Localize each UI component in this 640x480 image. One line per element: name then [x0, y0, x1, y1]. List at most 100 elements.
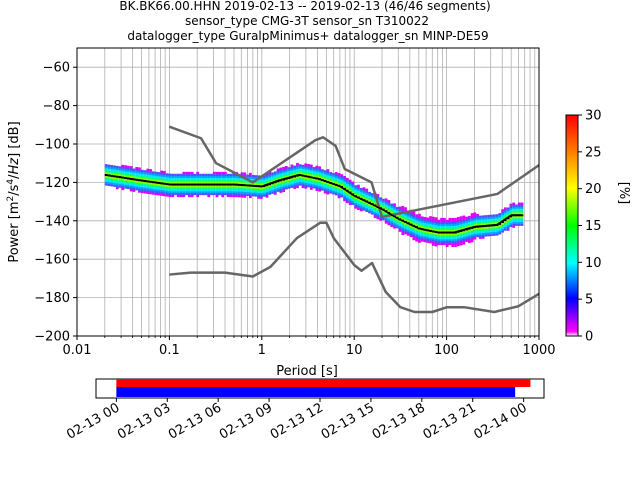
heatmap-cell — [105, 170, 108, 172]
heatmap-cell — [188, 178, 191, 180]
heatmap-cell — [346, 201, 349, 203]
heatmap-cell — [521, 222, 524, 224]
heatmap-cell — [257, 181, 260, 183]
heatmap-cell — [171, 185, 174, 187]
heatmap-cell — [199, 189, 202, 191]
heatmap-cell — [263, 179, 266, 181]
heatmap-cell — [205, 176, 208, 178]
heatmap-cell — [462, 237, 465, 239]
heatmap-cell — [157, 189, 160, 191]
heatmap-cell — [496, 226, 499, 228]
heatmap-cell — [346, 197, 349, 199]
heatmap-cell — [410, 214, 413, 216]
heatmap-cell — [185, 181, 188, 183]
heatmap-cell — [385, 218, 388, 220]
heatmap-cell — [160, 176, 163, 178]
heatmap-cell — [241, 190, 244, 192]
heatmap-cell — [291, 170, 294, 172]
heatmap-cell — [390, 221, 393, 223]
heatmap-cell — [296, 167, 299, 169]
heatmap-cell — [360, 203, 363, 205]
heatmap-cell — [504, 225, 507, 227]
heatmap-cell — [471, 230, 474, 232]
heatmap-cell — [152, 175, 155, 177]
heatmap-cell — [243, 194, 246, 196]
heatmap-cell — [302, 182, 305, 184]
heatmap-cell — [407, 214, 410, 216]
heatmap-cell — [210, 181, 213, 183]
heatmap-cell — [130, 170, 133, 172]
heatmap-cell — [124, 183, 127, 185]
heatmap-cell — [285, 174, 288, 176]
heatmap-cell — [146, 192, 149, 194]
heatmap-cell — [144, 176, 147, 178]
heatmap-cell — [130, 176, 133, 178]
heatmap-cell — [388, 202, 391, 204]
heatmap-cell — [437, 235, 440, 237]
x-tick-label: 0.1 — [159, 343, 180, 358]
heatmap-cell — [135, 167, 138, 169]
heatmap-cell — [324, 186, 327, 188]
heatmap-cell — [299, 181, 302, 183]
heatmap-cell — [185, 185, 188, 187]
heatmap-cell — [207, 189, 210, 191]
heatmap-cell — [407, 232, 410, 234]
heatmap-cell — [108, 167, 111, 169]
heatmap-cell — [216, 181, 219, 183]
heatmap-cell — [324, 184, 327, 186]
heatmap-cell — [221, 191, 224, 193]
heatmap-cell — [401, 231, 404, 233]
heatmap-cell — [155, 191, 158, 193]
y-axis-label: Power [m2/s4/Hz] [dB] — [6, 121, 22, 262]
heatmap-cell — [152, 189, 155, 191]
heatmap-cell — [213, 193, 216, 195]
heatmap-cell — [471, 238, 474, 240]
heatmap-cell — [490, 215, 493, 217]
heatmap-cell — [332, 181, 335, 183]
heatmap-cell — [482, 235, 485, 237]
heatmap-cell — [479, 219, 482, 221]
heatmap-cell — [288, 173, 291, 175]
heatmap-cell — [296, 180, 299, 182]
heatmap-cell — [296, 171, 299, 173]
heatmap-cell — [393, 207, 396, 209]
heatmap-cell — [424, 227, 427, 229]
heatmap-cell — [343, 193, 346, 195]
heatmap-cell — [263, 177, 266, 179]
heatmap-cell — [246, 182, 249, 184]
heatmap-cell — [224, 180, 227, 182]
heatmap-cell — [166, 192, 169, 194]
heatmap-cell — [216, 189, 219, 191]
heatmap-cell — [213, 176, 216, 178]
heatmap-cell — [307, 168, 310, 170]
heatmap-cell — [252, 192, 255, 194]
heatmap-cell — [507, 219, 510, 221]
heatmap-cell — [363, 191, 366, 193]
colorbar-ticks: 051015202530 — [578, 109, 602, 345]
heatmap-cell — [335, 182, 338, 184]
heatmap-cell — [485, 227, 488, 229]
heatmap-cell — [202, 193, 205, 195]
heatmap-cell — [207, 178, 210, 180]
heatmap-cell — [404, 219, 407, 221]
heatmap-cell — [437, 220, 440, 222]
heatmap-cell — [437, 229, 440, 231]
heatmap-cell — [279, 183, 282, 185]
heatmap-cell — [194, 180, 197, 182]
heatmap-cell — [510, 204, 513, 206]
heatmap-cell — [437, 243, 440, 245]
heatmap-cell — [468, 229, 471, 231]
y-tick-label: −80 — [43, 99, 70, 114]
timeline-tick-label: 02-13 06 — [166, 400, 224, 442]
heatmap-cell — [365, 196, 368, 198]
heatmap-cell — [457, 234, 460, 236]
heatmap-cell — [496, 233, 499, 235]
heatmap-cell — [110, 169, 113, 171]
heatmap-cell — [196, 189, 199, 191]
heatmap-cell — [277, 188, 280, 190]
heatmap-cell — [512, 212, 515, 214]
heatmap-cell — [257, 187, 260, 189]
heatmap-cell — [471, 234, 474, 236]
heatmap-cell — [304, 163, 307, 165]
heatmap-cell — [443, 226, 446, 228]
